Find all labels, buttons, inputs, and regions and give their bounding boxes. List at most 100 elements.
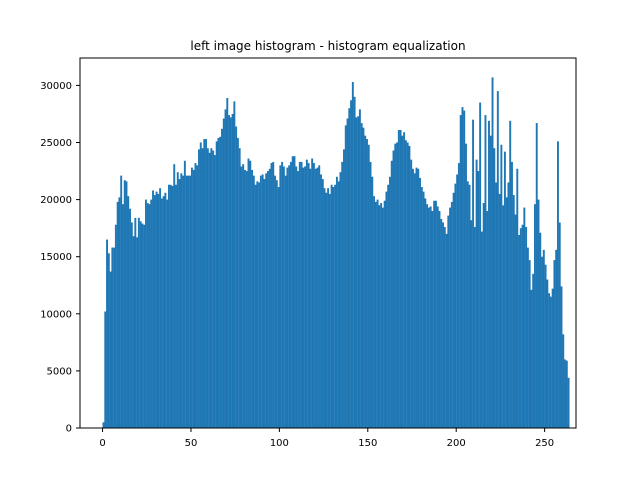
histogram-bar (351, 81, 354, 429)
histogram-bar (127, 196, 130, 428)
histogram-bar (159, 188, 162, 428)
histogram-bar (357, 116, 360, 429)
histogram-bar (150, 199, 153, 428)
histogram-bar (548, 293, 551, 428)
y-axis: 0 5000 10000 15000 20000 25000 30000 (40, 81, 80, 435)
histogram-bar (123, 180, 126, 428)
histogram-bar (327, 188, 330, 428)
histogram-bar (480, 231, 483, 428)
histogram-bar (399, 129, 402, 428)
histogram-bar (263, 179, 266, 428)
histogram-bar (344, 125, 347, 429)
histogram-bar (235, 126, 238, 428)
axes-frame (79, 57, 577, 429)
histogram-bar (213, 155, 216, 428)
histogram-bar (544, 264, 547, 428)
histogram-bar (496, 91, 499, 429)
histogram-bar (171, 185, 174, 428)
histogram-bar (208, 152, 211, 429)
histogram-bar (360, 123, 363, 428)
histogram-bar (215, 141, 218, 428)
histogram-bar (562, 334, 565, 428)
y-tick-label: 20000 (40, 195, 72, 206)
histogram-bar (173, 164, 176, 428)
histogram-bar (194, 163, 197, 429)
histogram-bar (206, 148, 209, 428)
histogram-bar (564, 359, 566, 428)
histogram-bar (143, 224, 146, 428)
histogram-bar (549, 296, 552, 428)
histogram-bar (318, 165, 321, 428)
histogram-bar (523, 207, 526, 428)
histogram-bar (238, 148, 241, 428)
histogram-bar (385, 191, 388, 428)
histogram-bar (509, 120, 512, 428)
histogram-bar (272, 161, 275, 429)
histogram-bar (438, 211, 441, 428)
histogram-bar (396, 142, 398, 429)
histogram-bar (525, 227, 528, 428)
histogram-bar (155, 191, 158, 428)
histogram-bar (312, 163, 315, 429)
histogram-bar (507, 182, 510, 428)
histogram-bar (434, 200, 437, 428)
histogram-bar (565, 360, 568, 428)
histogram-bar (162, 196, 165, 428)
histogram-bar (489, 135, 492, 428)
histogram-bar (245, 171, 248, 429)
histogram-bar (528, 260, 531, 428)
x-tick-label: 0 (99, 438, 105, 449)
histogram-bar (212, 150, 215, 428)
histogram-bar (309, 168, 312, 428)
histogram-bar (491, 77, 494, 429)
histogram-bar (323, 188, 326, 428)
histogram-bar (433, 200, 436, 428)
histogram-bar (456, 174, 459, 428)
histogram-bar (410, 159, 413, 428)
histogram-bar (190, 167, 193, 428)
histogram-bar (420, 187, 423, 428)
histogram-bar (185, 175, 188, 428)
histogram-bar (256, 181, 259, 428)
histogram-bar (367, 144, 370, 428)
histogram-bar (136, 237, 139, 428)
histogram-bar (233, 101, 236, 428)
histogram-bar (286, 167, 289, 428)
histogram-bar (304, 166, 307, 428)
histogram-bar (275, 180, 278, 428)
histogram-bar (196, 165, 199, 428)
histogram-bar (445, 233, 448, 428)
histogram-bar (401, 135, 404, 428)
histogram-bar (454, 183, 457, 428)
histogram-bar (203, 139, 206, 428)
histogram-bar (187, 175, 190, 428)
histogram-bar (450, 201, 453, 428)
histogram-bar (442, 222, 444, 428)
histogram-bar (419, 177, 421, 428)
histogram-bar (141, 223, 144, 428)
histogram-bar (300, 161, 303, 429)
histogram-bar (516, 168, 519, 428)
histogram-bar (139, 221, 142, 428)
histogram-bar (118, 197, 121, 428)
histogram-bar (358, 109, 361, 428)
histogram-bar (465, 143, 467, 429)
histogram-bar (532, 273, 535, 428)
histogram-bar (153, 195, 156, 428)
histogram-bar (503, 151, 506, 428)
histogram-bar (479, 102, 482, 428)
histogram-bar (555, 249, 558, 428)
histogram-bar (107, 253, 110, 428)
histogram-bar (102, 422, 105, 428)
histogram-bar (254, 184, 257, 428)
histogram-bar (343, 149, 345, 428)
histogram-bar (298, 161, 301, 429)
histogram-bar (530, 289, 533, 428)
histogram-bar (346, 118, 349, 428)
y-tick-label: 25000 (40, 138, 72, 149)
histogram-bar (183, 160, 186, 428)
histogram-bar (316, 167, 319, 428)
histogram-bar (366, 139, 368, 428)
histogram-bar (459, 115, 462, 429)
